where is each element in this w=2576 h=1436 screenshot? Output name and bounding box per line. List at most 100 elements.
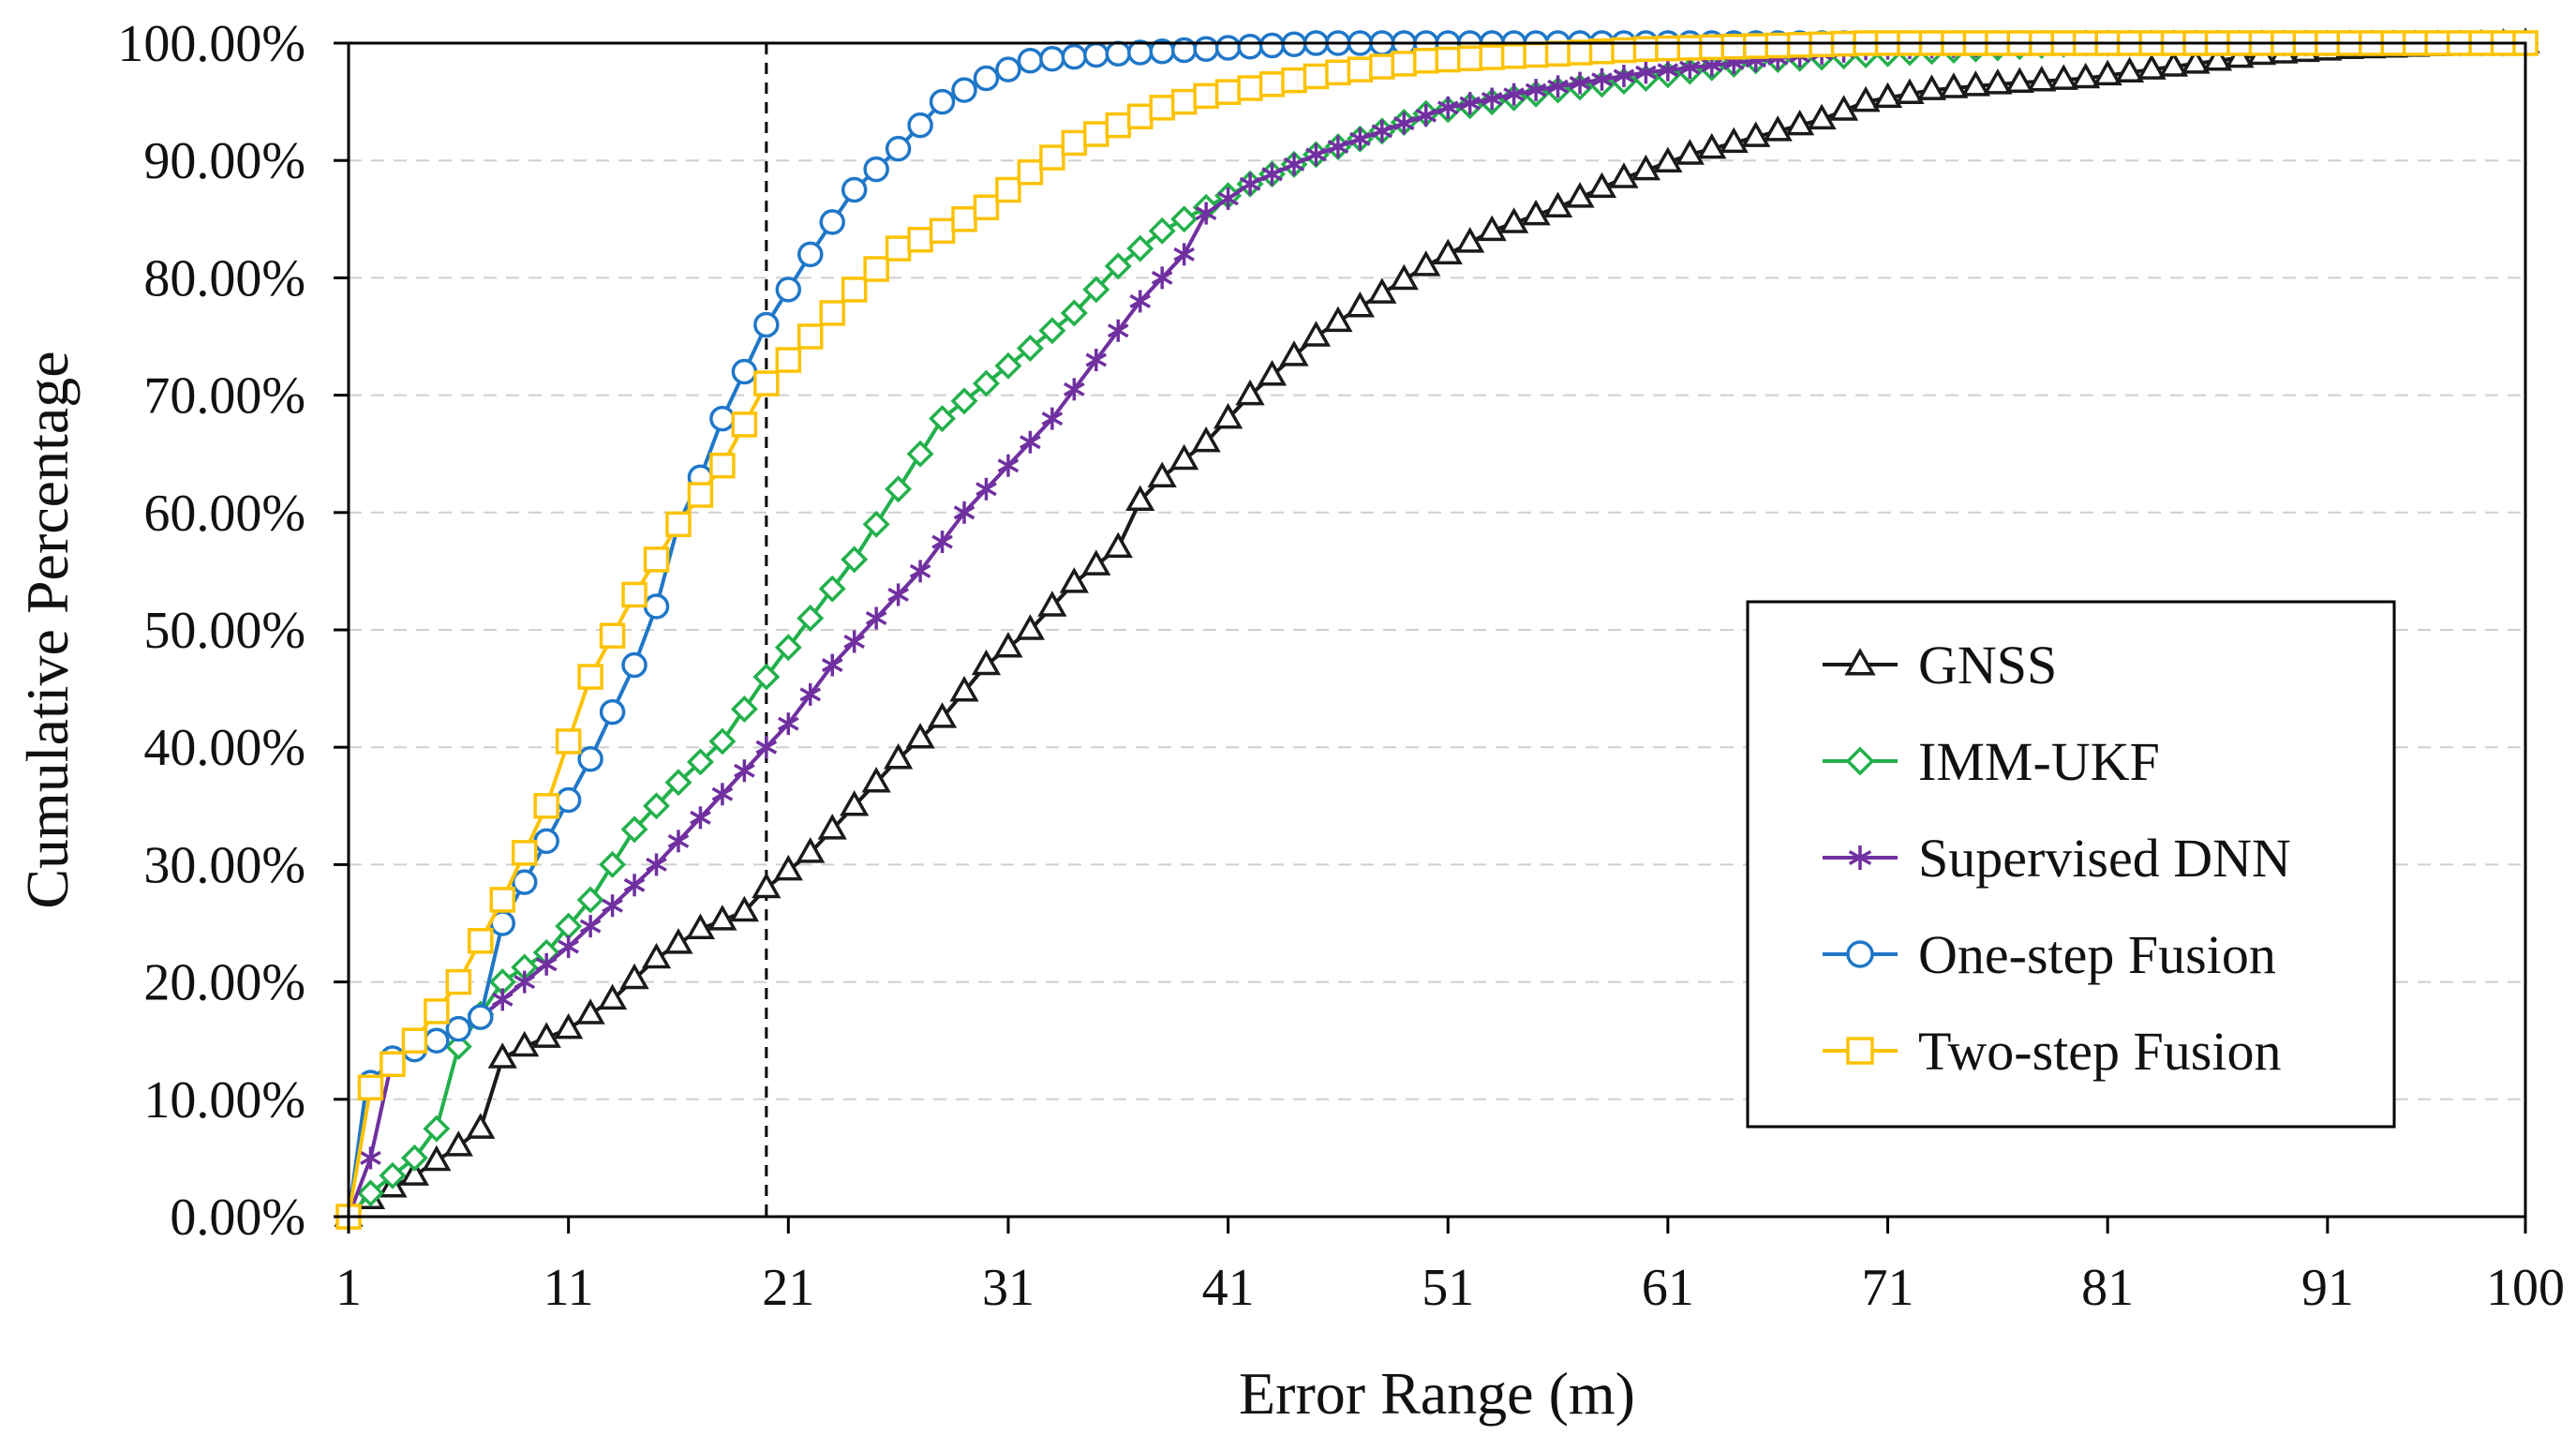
data-point-square — [577, 664, 603, 690]
data-point-square — [643, 546, 670, 573]
data-point-triangle — [1037, 591, 1067, 617]
data-point-triangle — [1081, 549, 1111, 576]
data-point-circle — [951, 77, 977, 103]
legend-item: Supervised DNN — [1823, 828, 2291, 889]
data-point-star — [558, 935, 579, 959]
data-point-triangle — [1697, 132, 1727, 159]
data-point-diamond — [862, 510, 890, 538]
data-point-square — [1544, 40, 1571, 67]
data-point-square — [599, 622, 626, 650]
star-stroke — [997, 458, 1020, 473]
data-point-circle — [1105, 40, 1132, 67]
data-point-triangle — [729, 895, 759, 922]
y-tick-label: 60.00% — [143, 485, 305, 543]
data-point-square — [1435, 46, 1461, 73]
data-point-diamond — [664, 769, 692, 797]
data-point-star — [777, 712, 799, 736]
data-point-circle — [1083, 41, 1109, 68]
data-point-square — [1456, 45, 1483, 72]
data-point-circle — [1193, 36, 1219, 63]
legend-label: IMM-UKF — [1918, 731, 2160, 792]
data-point-square — [1126, 103, 1154, 129]
data-point-diamond — [885, 475, 913, 503]
data-point-triangle — [2158, 51, 2189, 77]
data-point-square — [819, 300, 845, 326]
data-point-triangle — [1653, 146, 1683, 173]
y-tick-label: 10.00% — [143, 1071, 305, 1129]
data-point-star — [734, 759, 755, 783]
data-point-triangle — [927, 702, 958, 728]
data-point-triangle — [641, 942, 672, 969]
data-point-circle — [863, 156, 889, 183]
data-point-square — [973, 194, 1000, 221]
data-point-square — [1699, 34, 1725, 61]
data-point-square — [357, 1074, 384, 1101]
star-stroke — [1129, 293, 1152, 308]
data-point-triangle — [575, 998, 605, 1025]
y-tick-label: 30.00% — [143, 836, 305, 894]
data-point-circle — [907, 112, 933, 139]
data-point-star — [1261, 162, 1283, 186]
star-stroke — [667, 833, 690, 848]
data-point-triangle — [1542, 191, 1573, 218]
data-point-square — [841, 277, 868, 303]
data-point-triangle — [619, 963, 649, 990]
data-point-square — [1764, 32, 1791, 59]
data-point-star — [1305, 142, 1327, 166]
x-axis-title: Error Range (m) — [1239, 1360, 1635, 1427]
legend: GNSS IMM-UKF Supervised DNN One-step Fusion… — [1746, 600, 2396, 1129]
x-tick-label: 31 — [982, 1259, 1035, 1317]
star-stroke — [491, 992, 514, 1007]
data-point-triangle — [752, 872, 782, 899]
data-point-diamond — [1148, 217, 1176, 245]
star-stroke — [690, 810, 711, 825]
data-point-diamond — [423, 1114, 451, 1143]
star-stroke — [1569, 76, 1591, 91]
data-point-square — [1170, 88, 1198, 115]
star-stroke — [1305, 147, 1327, 162]
data-point-square — [907, 226, 933, 253]
data-point-square — [775, 347, 802, 373]
legend-item: One-step Fusion — [1823, 924, 2276, 985]
data-point-star — [1020, 430, 1041, 454]
data-point-star — [1848, 845, 1872, 870]
data-point-square — [709, 452, 736, 479]
star-stroke — [1657, 63, 1679, 78]
data-point-star — [1151, 266, 1173, 290]
data-point-square — [380, 1051, 406, 1077]
data-point-diamond — [686, 748, 714, 776]
data-point-square — [687, 482, 714, 508]
star-stroke — [887, 587, 909, 602]
data-point-triangle — [443, 1130, 473, 1157]
data-point-diamond — [774, 634, 802, 662]
data-point-triangle — [796, 837, 826, 863]
data-point-triangle — [2071, 62, 2101, 89]
data-point-circle — [1214, 35, 1242, 61]
star-stroke — [1613, 68, 1635, 83]
data-point-star — [821, 653, 843, 677]
data-point-star — [535, 952, 558, 976]
data-point-star — [1195, 202, 1217, 225]
data-point-circle — [797, 241, 824, 268]
data-point-diamond — [1016, 335, 1044, 362]
data-point-circle — [533, 828, 559, 855]
data-point-square — [1214, 79, 1242, 105]
data-point-diamond — [356, 1179, 384, 1207]
x-tick-label: 61 — [1642, 1259, 1694, 1317]
data-point-triangle — [773, 854, 803, 881]
data-point-triangle — [1015, 614, 1046, 640]
data-point-diamond — [1104, 252, 1132, 280]
data-point-circle — [445, 1015, 472, 1042]
star-stroke — [1481, 91, 1503, 106]
data-point-triangle — [399, 1159, 429, 1186]
data-point-square — [1523, 41, 1549, 68]
data-point-triangle — [1367, 277, 1397, 304]
star-stroke — [1701, 58, 1723, 73]
data-point-star — [953, 501, 975, 524]
data-point-square — [885, 235, 912, 262]
star-stroke — [360, 1150, 381, 1165]
star-stroke — [1525, 82, 1547, 97]
data-point-triangle — [1763, 115, 1793, 142]
data-point-star — [1107, 319, 1129, 342]
